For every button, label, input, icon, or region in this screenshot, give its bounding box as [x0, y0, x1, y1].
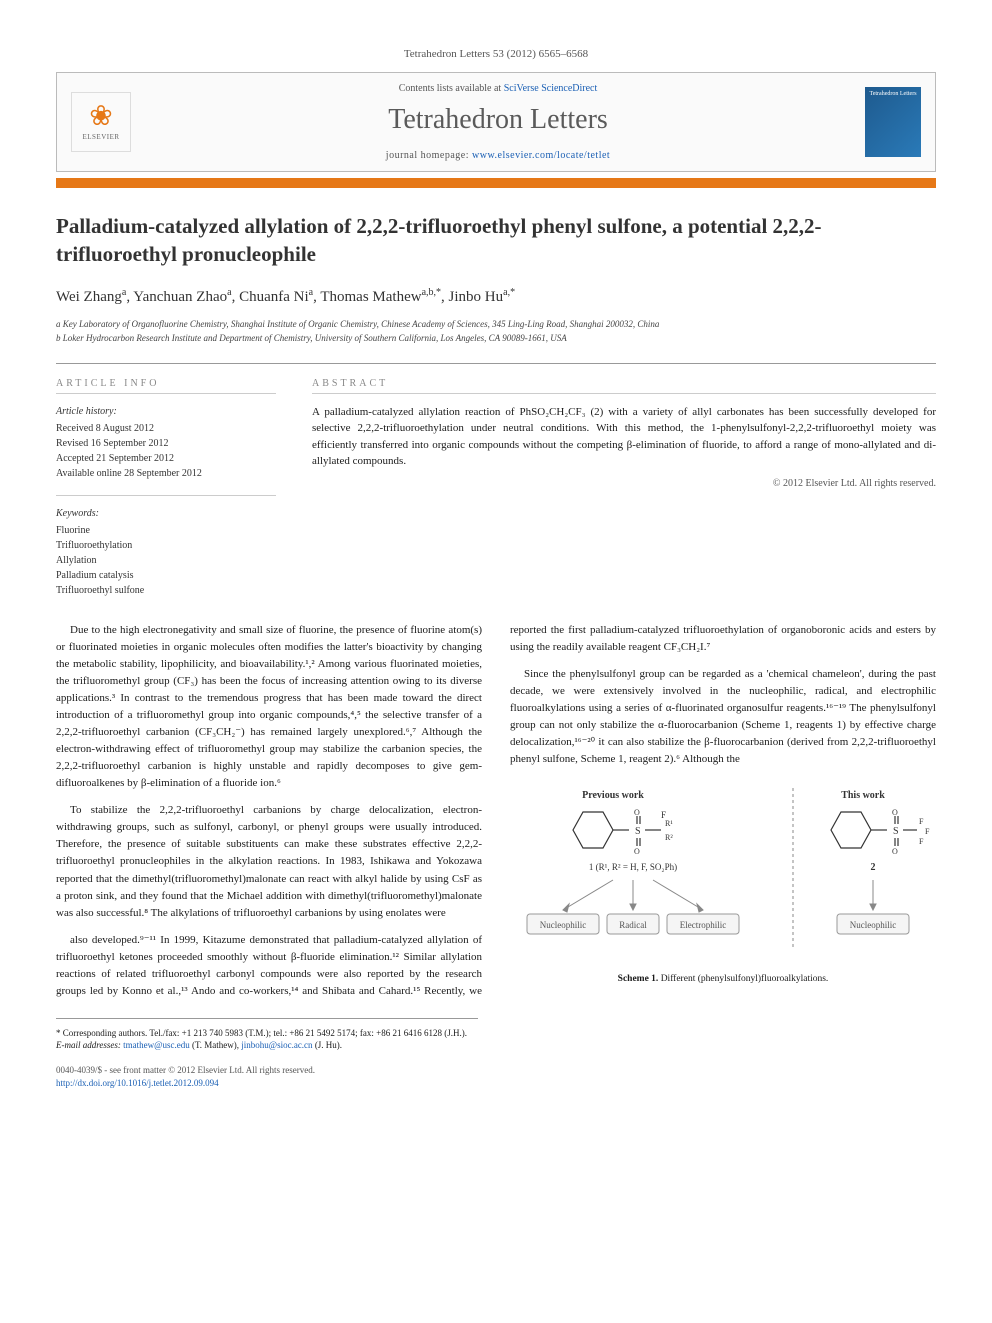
sciencedirect-link[interactable]: SciVerse ScienceDirect — [504, 83, 598, 94]
keyword: Palladium catalysis — [56, 568, 276, 583]
article-info-heading: ARTICLE INFO — [56, 378, 276, 394]
svg-text:O: O — [634, 808, 640, 817]
prev-work-label: Previous work — [582, 790, 644, 801]
corresponding-authors: * Corresponding authors. Tel./fax: +1 21… — [56, 1027, 478, 1040]
svg-text:R²: R² — [665, 833, 673, 842]
elsevier-label: ELSEVIER — [82, 133, 119, 141]
keyword: Allylation — [56, 553, 276, 568]
history-online: Available online 28 September 2012 — [56, 466, 276, 481]
affiliations: a Key Laboratory of Organofluorine Chemi… — [56, 318, 936, 345]
svg-text:F: F — [919, 817, 924, 826]
front-matter-line: 0040-4039/$ - see front matter © 2012 El… — [56, 1064, 936, 1077]
orange-divider — [56, 178, 936, 188]
page-container: Tetrahedron Letters 53 (2012) 6565–6568 … — [0, 0, 992, 1129]
journal-homepage-line: journal homepage: www.elsevier.com/locat… — [147, 150, 849, 161]
banner-center: Contents lists available at SciVerse Sci… — [147, 83, 849, 161]
boxes-prev: Nucleophilic Radical Electrophilic — [527, 914, 739, 934]
history-subhead: Article history: — [56, 404, 276, 419]
body-para-4: Since the phenylsulfonyl group can be re… — [510, 666, 936, 768]
body-para-1: Due to the high electronegativity and sm… — [56, 622, 482, 792]
article-history: Article history: Received 8 August 2012 … — [56, 404, 276, 481]
keyword: Fluorine — [56, 523, 276, 538]
svg-text:S: S — [635, 826, 641, 837]
corresponding-footnotes: * Corresponding authors. Tel./fax: +1 21… — [56, 1018, 478, 1052]
homepage-url-link[interactable]: www.elsevier.com/locate/tetlet — [472, 150, 610, 161]
email-1-who: (T. Mathew), — [190, 1040, 242, 1050]
article-info-block: ARTICLE INFO Article history: Received 8… — [56, 378, 276, 598]
svg-text:R¹: R¹ — [665, 819, 673, 828]
svg-text:O: O — [634, 847, 640, 856]
email-2-link[interactable]: jinbohu@sioc.ac.cn — [241, 1040, 312, 1050]
history-accepted: Accepted 21 September 2012 — [56, 451, 276, 466]
abstract-heading: ABSTRACT — [312, 378, 936, 394]
abstract-text: A palladium-catalyzed allylation reactio… — [312, 404, 936, 470]
arrows-prev — [563, 880, 703, 912]
svg-text:S: S — [893, 826, 899, 837]
journal-reference: Tetrahedron Letters 53 (2012) 6565–6568 — [56, 48, 936, 60]
email-label: E-mail addresses: — [56, 1040, 121, 1050]
tree-icon: ❀ — [89, 103, 112, 131]
journal-footer: 0040-4039/$ - see front matter © 2012 El… — [56, 1064, 936, 1089]
journal-header-banner: ❀ ELSEVIER Contents lists available at S… — [56, 72, 936, 172]
this-work-label: This work — [841, 790, 885, 801]
scheme-caption-rest: Different (phenylsulfonyl)fluoroalkylati… — [658, 974, 828, 984]
cover-title: Tetrahedron Letters — [869, 91, 916, 97]
svg-text:F: F — [661, 810, 666, 820]
svg-text:Radical: Radical — [619, 920, 647, 930]
abstract-copyright: © 2012 Elsevier Ltd. All rights reserved… — [312, 478, 936, 489]
compound-2-structure: S O O F F F — [831, 808, 930, 856]
article-title: Palladium-catalyzed allylation of 2,2,2-… — [56, 212, 936, 269]
svg-text:Nucleophilic: Nucleophilic — [540, 920, 587, 930]
history-revised: Revised 16 September 2012 — [56, 436, 276, 451]
scheme-caption-bold: Scheme 1. — [618, 974, 659, 984]
history-received: Received 8 August 2012 — [56, 421, 276, 436]
keywords-subhead: Keywords: — [56, 506, 276, 521]
body-text-columns: Due to the high electronegativity and sm… — [56, 622, 936, 1000]
body-para-2: To stabilize the 2,2,2-trifluoroethyl ca… — [56, 802, 482, 921]
contents-available-line: Contents lists available at SciVerse Sci… — [147, 83, 849, 94]
compound-1-label: 1 (R¹, R² = H, F, SO₂Ph) — [589, 862, 677, 872]
email-1-link[interactable]: tmathew@usc.edu — [123, 1040, 190, 1050]
scheme-1-caption: Scheme 1. Different (phenylsulfonyl)fluo… — [510, 972, 936, 987]
keyword: Trifluoroethylation — [56, 538, 276, 553]
email-2-who: (J. Hu). — [313, 1040, 343, 1050]
box-this-label: Nucleophilic — [850, 920, 897, 930]
svg-text:O: O — [892, 808, 898, 817]
arrow-this — [870, 880, 876, 910]
homepage-prefix: journal homepage: — [386, 150, 472, 161]
affiliation-a: a Key Laboratory of Organofluorine Chemi… — [56, 318, 936, 331]
doi-link[interactable]: http://dx.doi.org/10.1016/j.tetlet.2012.… — [56, 1078, 219, 1088]
journal-cover-thumbnail: Tetrahedron Letters — [865, 87, 921, 157]
compound-2-label: 2 — [871, 862, 876, 873]
compound-1-structure: S O O R¹ R² F — [573, 808, 673, 856]
svg-text:F: F — [919, 837, 924, 846]
affiliation-b: b Loker Hydrocarbon Research Institute a… — [56, 332, 936, 345]
scheme-1-svg: Previous work This work S O O R¹ — [510, 778, 936, 966]
svg-text:F: F — [925, 827, 930, 836]
scheme-1-figure: Previous work This work S O O R¹ — [510, 778, 936, 987]
email-addresses: E-mail addresses: tmathew@usc.edu (T. Ma… — [56, 1039, 478, 1052]
elsevier-logo: ❀ ELSEVIER — [71, 92, 131, 152]
contents-prefix: Contents lists available at — [399, 83, 504, 94]
abstract-block: ABSTRACT A palladium-catalyzed allylatio… — [312, 378, 936, 598]
info-abstract-row: ARTICLE INFO Article history: Received 8… — [56, 363, 936, 598]
svg-text:Electrophilic: Electrophilic — [680, 920, 726, 930]
author-list: Wei Zhanga, Yanchuan Zhaoa, Chuanfa Nia,… — [56, 287, 936, 306]
svg-text:O: O — [892, 847, 898, 856]
keyword: Trifluoroethyl sulfone — [56, 583, 276, 598]
journal-title: Tetrahedron Letters — [147, 104, 849, 136]
keywords-block: Keywords: Fluorine Trifluoroethylation A… — [56, 495, 276, 598]
